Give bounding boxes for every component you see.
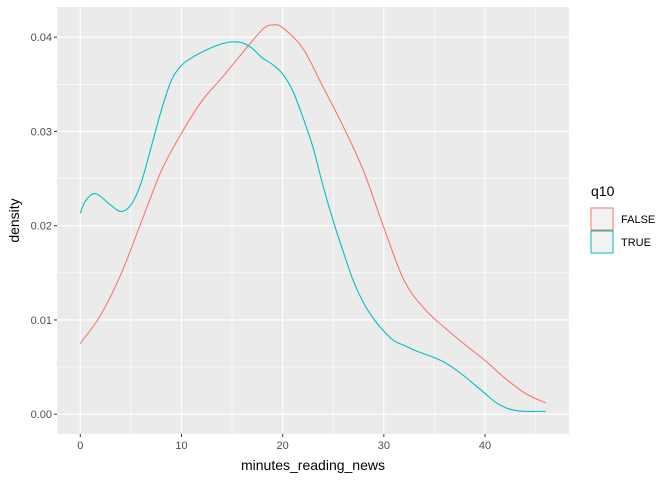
density-curves	[79, 24, 546, 412]
x-tick-label: 20	[277, 440, 289, 452]
legend-key-true	[590, 230, 614, 254]
x-tick-label: 10	[175, 440, 187, 452]
x-tick-label: 40	[479, 440, 491, 452]
legend-label-true: TRUE	[621, 237, 651, 249]
plot-panel	[57, 7, 569, 434]
y-tick-label: 0.00	[31, 409, 52, 421]
y-axis-title: density	[6, 198, 22, 242]
y-tick-label: 0.03	[31, 126, 52, 138]
legend-label-false: FALSE	[621, 214, 655, 226]
density-line-true	[79, 41, 546, 412]
legend-title: q10	[591, 183, 615, 199]
y-tick-label: 0.01	[31, 315, 52, 327]
legend: q10 FALSE TRUE	[590, 183, 655, 254]
y-tick-label: 0.04	[31, 32, 52, 44]
major-gridlines	[57, 7, 569, 434]
density-line-false	[79, 24, 546, 404]
x-tick-label: 30	[378, 440, 390, 452]
legend-key-false	[590, 207, 614, 231]
x-tick-label: 0	[77, 440, 83, 452]
y-tick-label: 0.02	[31, 221, 52, 233]
x-axis: 0 10 20 30 40	[77, 434, 491, 452]
x-axis-title: minutes_reading_news	[241, 457, 385, 473]
y-axis: 0.00 0.01 0.02 0.03 0.04	[31, 32, 57, 421]
